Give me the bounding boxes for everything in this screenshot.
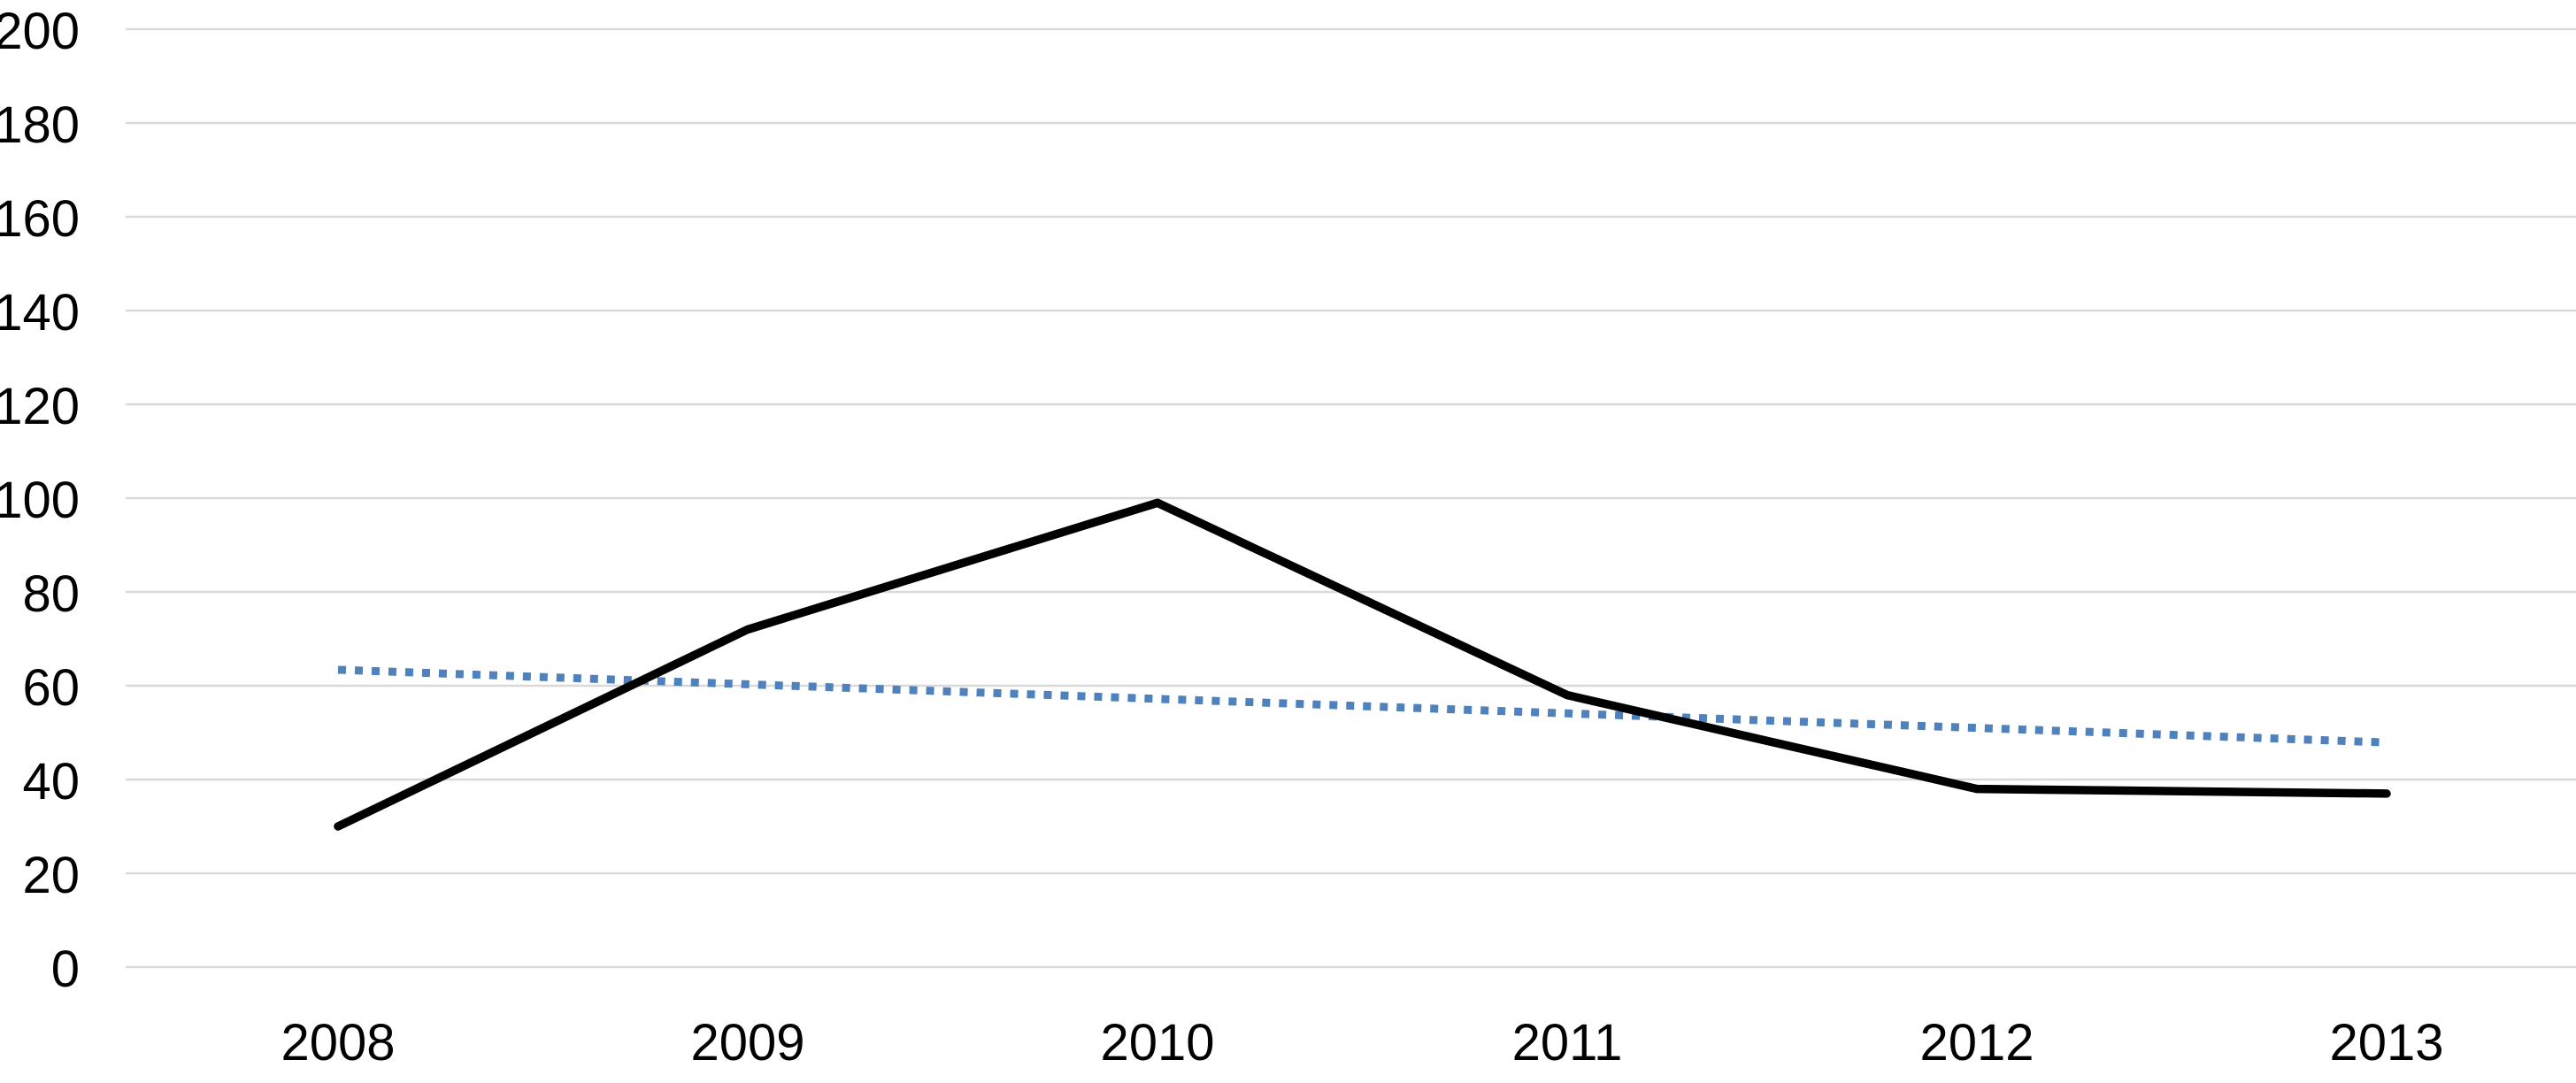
y-axis-tick-label: 0 [51,941,80,998]
y-axis-tick-label: 160 [0,190,80,248]
x-axis-tick-label: 2009 [690,1014,804,1071]
y-axis-tick-label: 60 [22,659,80,717]
trendline-dotted-series [337,665,2388,747]
black-line-series [334,498,2391,831]
series-line-path [334,498,2391,831]
x-axis-tick-labels: 2008 2009 2010 2011 2012 2013 [281,1014,2443,1071]
y-axis-tick-label: 120 [0,378,80,435]
y-axis-tick-label: 200 [0,3,80,60]
y-axis-tick-labels: 0 20 40 60 80 100 120 140 160 180 200 [0,3,80,998]
y-axis-tick-label: 40 [22,753,80,810]
y-axis-tick-label: 140 [0,284,80,342]
gridlines-group [126,27,2576,969]
y-axis-tick-label: 80 [22,565,80,623]
y-axis-tick-label: 180 [0,96,80,154]
y-axis-tick-label: 100 [0,472,80,529]
x-axis-tick-label: 2013 [2329,1014,2443,1071]
x-axis-tick-label: 2011 [1512,1014,1623,1071]
x-axis-tick-label: 2012 [1919,1014,2034,1071]
x-axis-tick-label: 2008 [281,1014,395,1071]
trendline-path [337,665,2388,747]
y-axis-tick-label: 20 [22,847,80,904]
x-axis-tick-label: 2010 [1100,1014,1214,1071]
